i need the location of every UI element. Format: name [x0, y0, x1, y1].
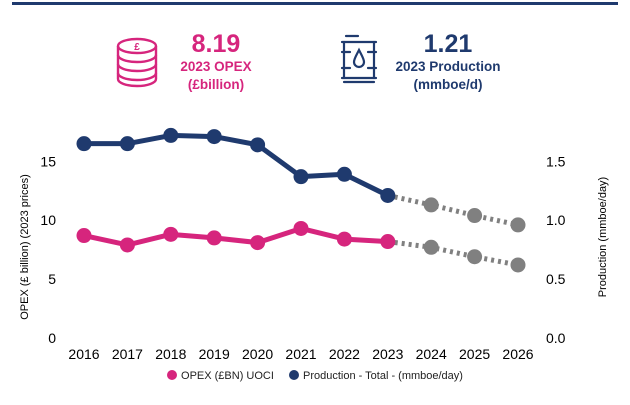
- x-tick: 2021: [285, 346, 316, 362]
- production-point: [163, 127, 179, 143]
- y-left-tick: 0: [48, 330, 56, 346]
- opex-forecast-point: [423, 239, 439, 255]
- x-tick: 2022: [329, 346, 360, 362]
- x-tick: 2020: [242, 346, 273, 362]
- y-right-tick: 1.5: [546, 153, 566, 169]
- opex-point: [293, 220, 309, 236]
- x-tick: 2025: [459, 346, 490, 362]
- opex-value: 8.19: [191, 30, 241, 58]
- legend-dot-production: [288, 370, 299, 380]
- production-point: [380, 187, 396, 203]
- y-right-label: Production (mmboe/day): [597, 177, 609, 297]
- production-forecast-point: [510, 217, 526, 233]
- production-label: 2023 Production: [395, 59, 501, 74]
- opex-forecast-point: [467, 249, 483, 265]
- opex-forecast-line: [387, 239, 519, 268]
- legend-label-opex: OPEX (£BN) UOCI: [181, 370, 274, 382]
- production-point: [336, 166, 352, 182]
- opex-unit: (£billion): [187, 77, 245, 92]
- production-point: [206, 129, 222, 145]
- production-point: [119, 136, 135, 152]
- legend-item-production: Production - Total - (mmboe/day): [288, 370, 463, 382]
- line-chart: 0 5 10 15 0.0 0.5 1.0 1.5 2016 2017 2018 2019 2020…: [19, 127, 609, 362]
- production-point: [293, 169, 309, 185]
- kpi-opex: 8.19 2023 OPEX (£billion): [168, 30, 264, 94]
- pound-glyph: £: [134, 42, 140, 53]
- production-point: [76, 136, 92, 152]
- opex-point: [336, 231, 352, 247]
- legend-label-production: Production - Total - (mmboe/day): [302, 370, 463, 382]
- x-tick: 2018: [155, 346, 186, 362]
- coin-stack-icon: £: [116, 37, 158, 88]
- opex-point: [163, 226, 179, 242]
- y-right-tick: 1.0: [546, 212, 566, 228]
- production-forecast-point: [423, 197, 439, 213]
- x-tick: 2023: [372, 346, 403, 362]
- y-left-tick: 5: [48, 271, 56, 287]
- production-point: [250, 137, 266, 153]
- production-value: 1.21: [423, 30, 473, 58]
- opex-point: [250, 235, 266, 251]
- x-tick: 2026: [502, 346, 533, 362]
- opex-forecast-point: [510, 257, 526, 273]
- x-tick: 2024: [416, 346, 447, 362]
- legend: OPEX (£BN) UOCI Production - Total - (mm…: [0, 370, 630, 382]
- kpi-production: 1.21 2023 Production (mmboe/d): [378, 30, 518, 94]
- production-forecast-point: [467, 208, 483, 224]
- production-forecast-line: [387, 193, 519, 228]
- x-tick: 2017: [112, 346, 143, 362]
- legend-dot-opex: [167, 370, 178, 380]
- y-left-label: OPEX (£ billion) (2023 prices): [19, 174, 31, 320]
- opex-point: [206, 230, 222, 246]
- opex-point: [76, 228, 92, 244]
- opex-point: [380, 234, 396, 250]
- y-left-tick: 10: [40, 212, 56, 228]
- y-right-tick: 0.0: [546, 330, 566, 346]
- y-left-tick: 15: [40, 153, 56, 169]
- oil-barrel-icon: [340, 34, 378, 84]
- legend-item-opex: OPEX (£BN) UOCI: [167, 370, 274, 382]
- opex-label: 2023 OPEX: [180, 59, 252, 74]
- production-unit: (mmboe/d): [413, 77, 483, 92]
- x-tick: 2016: [68, 346, 99, 362]
- opex-point: [119, 237, 135, 253]
- top-divider: [12, 2, 618, 5]
- x-tick: 2019: [199, 346, 230, 362]
- y-right-tick: 0.5: [546, 271, 566, 287]
